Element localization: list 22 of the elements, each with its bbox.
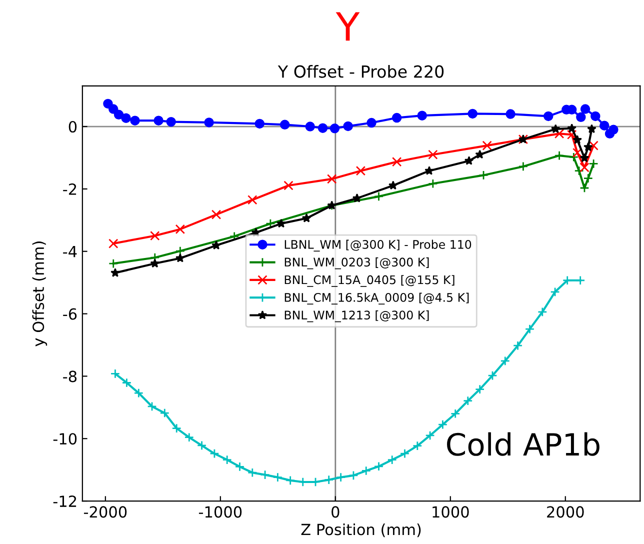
x-tick-label: 1000 — [432, 506, 469, 518]
x-tick-label: -2000 — [84, 506, 127, 518]
y-tick-label: -12 — [53, 495, 76, 507]
y-axis-title: y Offset (mm) — [32, 242, 48, 346]
x-tick-label: -1000 — [198, 506, 242, 518]
x-tick-label: 0 — [332, 506, 340, 518]
legend-label: BNL_CM_15A_0405 [@155 K] — [284, 275, 454, 287]
x-tick-label: 2000 — [547, 506, 584, 518]
annotation: Cold AP1b — [447, 432, 600, 456]
legend-label: BNL_WM_0203 [@300 K] — [284, 257, 429, 270]
x-axis-title: Z Position (mm) — [301, 523, 421, 538]
y-tick-label: -2 — [63, 183, 76, 195]
legend-label: BNL_CM_16.5kA_0009 [@4.5 K] — [284, 292, 469, 304]
y-tick-label: -8 — [63, 370, 77, 382]
text: Y — [336, 12, 360, 41]
legend-label: BNL_WM_1213 [@300 K] — [284, 310, 429, 322]
y-tick-label: -6 — [63, 308, 77, 320]
legend-label: LBNL_WM [@300 K] - Probe 110 — [284, 240, 472, 252]
y-tick-label: -10 — [53, 433, 77, 445]
chart-title: Y Offset - Probe 220 — [278, 64, 444, 78]
y-tick-label: -4 — [63, 246, 77, 258]
y-tick-label: 0 — [68, 120, 77, 133]
